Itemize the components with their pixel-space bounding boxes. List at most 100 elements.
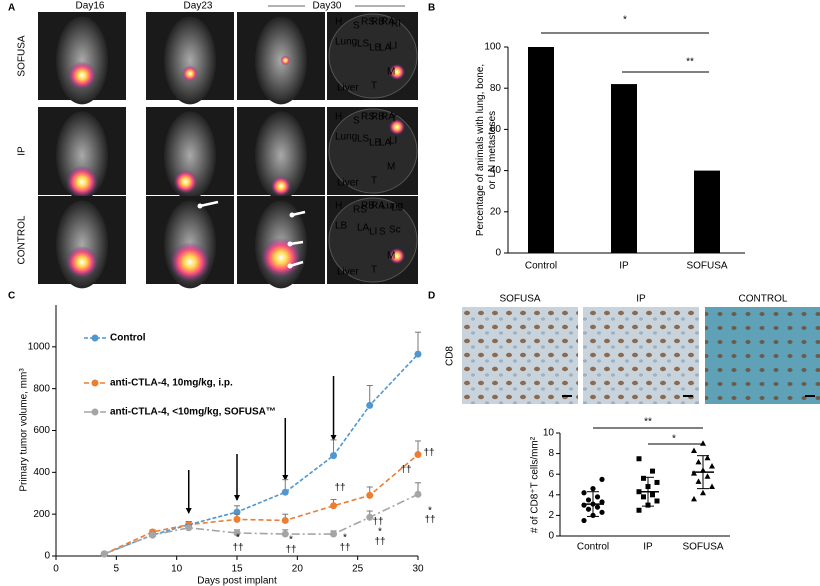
organ-label: Lung xyxy=(335,37,357,48)
point xyxy=(233,515,241,523)
annotation: †† xyxy=(334,483,345,494)
y-tick-label: 6 xyxy=(548,469,554,480)
annotation: ** xyxy=(644,417,652,428)
point xyxy=(330,502,338,510)
y-tick-label: 60 xyxy=(490,124,502,135)
y-tick-label: 200 xyxy=(33,509,50,520)
organ-label: H xyxy=(335,112,342,123)
panel-label: B xyxy=(428,3,435,14)
x-tick-label: Control xyxy=(525,261,557,272)
signal xyxy=(280,55,291,66)
organ-label: M xyxy=(387,251,395,262)
organ-label: Sc xyxy=(389,225,401,236)
y-tick-label: 8 xyxy=(548,448,554,459)
organ-label: LS xyxy=(357,134,370,145)
micrograph xyxy=(705,307,820,404)
y-tick-label: 80 xyxy=(490,83,502,94)
point xyxy=(581,517,587,524)
annotation: * xyxy=(428,506,432,517)
y-tick-label: 600 xyxy=(33,425,50,436)
organ-label: S xyxy=(379,227,386,238)
organ-label: LA xyxy=(379,138,392,149)
point xyxy=(650,492,655,498)
y-tick-label: 0 xyxy=(495,248,501,259)
signal xyxy=(173,169,198,194)
point xyxy=(695,478,702,484)
point xyxy=(581,502,587,508)
organ-label: RB xyxy=(361,201,375,212)
point xyxy=(414,490,422,498)
micrograph xyxy=(583,307,699,404)
y-tick-label: 10 xyxy=(543,428,555,439)
point xyxy=(599,499,605,505)
organ-label: Lung xyxy=(335,132,357,143)
panel-label: D xyxy=(428,291,435,302)
line xyxy=(103,493,419,555)
day-label: Day23 xyxy=(184,1,213,12)
arrow-head xyxy=(234,495,240,501)
point xyxy=(590,486,596,492)
organ-label: LB xyxy=(369,43,382,54)
organ-label: T xyxy=(391,114,397,125)
point xyxy=(185,524,193,532)
organ-label: LB xyxy=(335,221,348,232)
y-tick-label: 100 xyxy=(484,42,501,53)
x-tick-label: SOFUSA xyxy=(686,261,727,272)
point xyxy=(700,440,706,446)
row-label: IP xyxy=(17,146,28,156)
legend-marker xyxy=(91,379,99,387)
day-label: Day30 xyxy=(313,1,342,12)
x-tick-label: 25 xyxy=(352,564,364,575)
point xyxy=(695,458,702,465)
annotation: †† xyxy=(372,517,383,528)
signal xyxy=(271,176,291,197)
annotation: †† xyxy=(423,448,434,459)
organ-label: Liver xyxy=(337,267,359,278)
mouse xyxy=(164,16,216,105)
image-label: SOFUSA xyxy=(499,294,540,305)
point xyxy=(641,475,646,481)
point xyxy=(599,509,605,515)
mouse xyxy=(255,111,307,200)
point xyxy=(330,530,338,538)
micrograph xyxy=(462,307,578,404)
signal xyxy=(66,165,98,198)
arrow-head xyxy=(289,212,295,218)
y-tick-label: 1000 xyxy=(28,341,51,352)
y-tick-label: 2 xyxy=(548,510,554,521)
annotation: ** xyxy=(686,57,694,68)
x-tick-label: SOFUSA xyxy=(682,542,723,553)
point xyxy=(585,497,592,503)
point xyxy=(281,530,289,538)
organ-label: LI xyxy=(389,41,397,52)
point xyxy=(414,350,422,358)
organ-label: S xyxy=(353,116,360,127)
arrow-head xyxy=(330,435,337,441)
organ-label: LS xyxy=(391,203,404,214)
annotation: * xyxy=(343,533,347,544)
annotation: †† xyxy=(232,543,243,554)
organ-label: S xyxy=(353,21,360,32)
arrow-head xyxy=(287,263,293,269)
point xyxy=(594,504,601,510)
day-label: Day16 xyxy=(76,1,105,12)
point xyxy=(366,401,374,409)
point xyxy=(281,516,289,524)
organ-label: T xyxy=(371,176,377,187)
point xyxy=(366,491,374,499)
organ-label: T xyxy=(371,265,377,276)
point xyxy=(641,494,646,500)
organ-label: RS xyxy=(353,205,367,216)
row-label: CONTROL xyxy=(17,215,28,264)
point xyxy=(654,498,660,504)
bar xyxy=(694,170,720,253)
point xyxy=(594,494,601,500)
arrow-head xyxy=(282,475,289,481)
point xyxy=(149,531,157,539)
annotation: * xyxy=(236,533,240,544)
y-axis-label: Percentage of animals with lung, bone,or… xyxy=(475,64,498,236)
bar xyxy=(611,84,637,253)
organ-label: M xyxy=(387,67,395,78)
point xyxy=(704,454,711,461)
